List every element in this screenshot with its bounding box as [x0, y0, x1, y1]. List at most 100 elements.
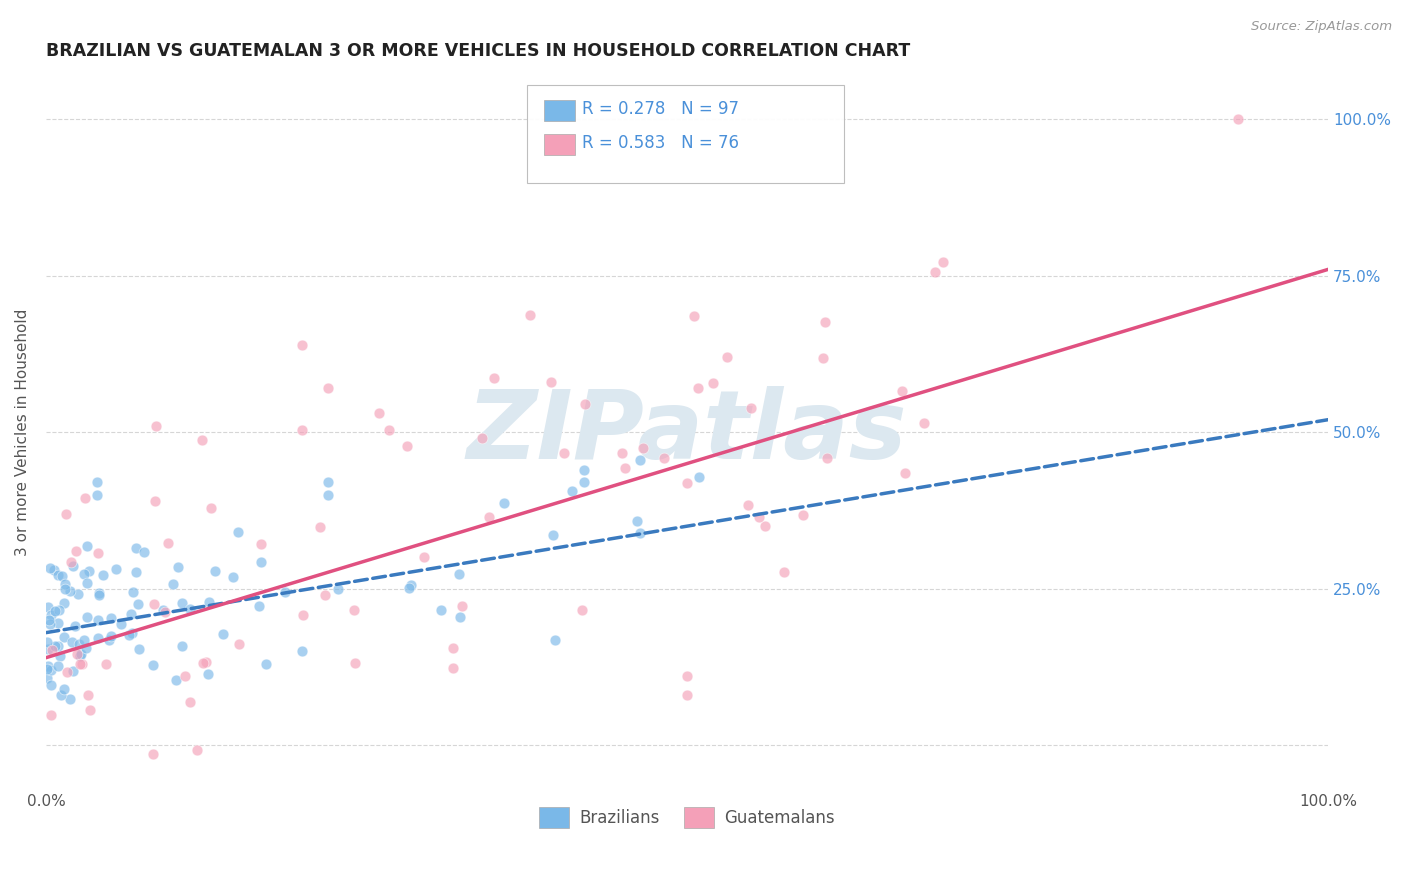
Point: [37, 662, 59, 676]
Point: [110, 617, 132, 632]
Point: [614, 460, 637, 475]
Point: [39, 708, 62, 723]
Point: [143, 597, 166, 611]
Point: [86, 475, 108, 490]
Point: [574, 397, 596, 411]
Point: [688, 470, 710, 484]
Point: [628, 525, 651, 540]
Point: [52, 682, 75, 697]
Point: [441, 641, 464, 656]
Point: [343, 656, 366, 670]
Point: [46, 659, 69, 673]
Point: [127, 597, 149, 611]
Point: [682, 310, 704, 324]
Point: [105, 562, 128, 576]
Point: [204, 564, 226, 578]
Point: [121, 584, 143, 599]
Point: [451, 599, 474, 613]
Point: [212, 627, 235, 641]
Point: [69, 657, 91, 671]
Point: [39, 561, 62, 575]
Point: [86, 546, 108, 560]
Point: [932, 255, 955, 269]
Point: [191, 656, 214, 670]
Point: [77, 564, 100, 578]
Point: [60, 556, 83, 570]
Point: [430, 602, 453, 616]
Point: [492, 496, 515, 510]
Point: [87, 588, 110, 602]
Point: [142, 747, 165, 761]
Point: [378, 423, 401, 437]
Point: [152, 603, 174, 617]
Point: [76, 540, 98, 554]
Point: [55, 507, 77, 521]
Point: [170, 596, 193, 610]
Point: [274, 585, 297, 599]
Point: [519, 308, 541, 322]
Point: [628, 453, 651, 467]
Point: [249, 537, 271, 551]
Point: [37, 642, 59, 657]
Point: [200, 500, 222, 515]
Point: [574, 463, 596, 477]
Point: [53, 577, 76, 591]
Point: [165, 673, 187, 688]
Point: [792, 508, 814, 522]
Point: [166, 559, 188, 574]
Point: [39, 677, 62, 691]
Point: [120, 607, 142, 621]
Point: [772, 565, 794, 579]
Point: [924, 265, 946, 279]
Point: [291, 644, 314, 658]
Point: [401, 578, 423, 592]
Point: [37, 600, 59, 615]
Point: [368, 406, 391, 420]
Point: [716, 351, 738, 365]
Point: [124, 565, 146, 579]
Point: [39, 664, 62, 678]
Point: [197, 595, 219, 609]
Point: [39, 608, 62, 623]
Point: [91, 567, 114, 582]
Point: [141, 657, 163, 672]
Point: [143, 494, 166, 508]
Point: [100, 611, 122, 625]
Point: [51, 568, 73, 582]
Point: [292, 607, 315, 622]
Point: [76, 576, 98, 591]
Point: [179, 601, 201, 615]
Point: [912, 416, 935, 430]
Point: [39, 616, 62, 631]
Point: [59, 692, 82, 706]
Point: [316, 475, 339, 490]
Point: [37, 635, 59, 649]
Point: [44, 639, 66, 653]
Point: [553, 446, 575, 460]
Point: [686, 381, 709, 395]
Point: [128, 642, 150, 657]
Point: [309, 520, 332, 534]
Point: [125, 541, 148, 555]
Point: [86, 488, 108, 502]
Point: [170, 639, 193, 653]
Point: [478, 509, 501, 524]
Point: [413, 550, 436, 565]
Point: [290, 423, 312, 437]
Point: [222, 570, 245, 584]
Point: [326, 582, 349, 596]
Point: [52, 596, 75, 610]
Point: [121, 625, 143, 640]
Point: [811, 351, 834, 365]
Point: [631, 441, 654, 455]
Point: [441, 660, 464, 674]
Point: [37, 671, 59, 685]
Point: [814, 315, 837, 329]
Point: [179, 695, 201, 709]
Point: [471, 432, 494, 446]
Point: [46, 639, 69, 653]
Point: [891, 384, 914, 399]
Point: [449, 610, 471, 624]
Point: [73, 566, 96, 581]
Point: [676, 688, 699, 702]
